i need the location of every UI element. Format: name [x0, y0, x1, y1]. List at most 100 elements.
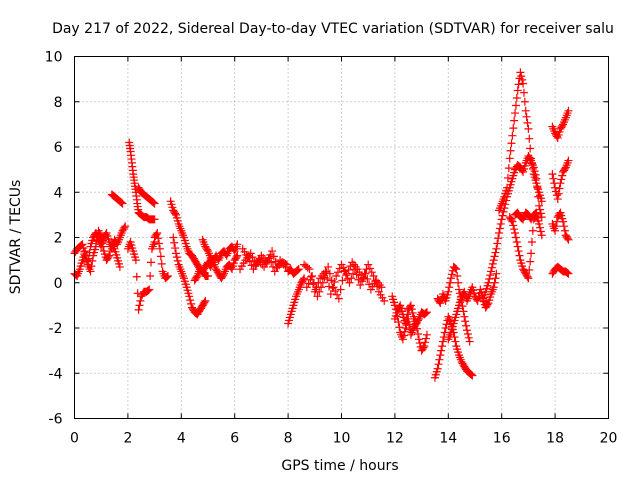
data-point — [227, 263, 236, 272]
data-point — [345, 278, 354, 287]
data-point — [354, 275, 363, 284]
data-point — [526, 155, 535, 164]
data-point — [91, 242, 100, 251]
data-point — [523, 118, 532, 127]
data-point — [436, 351, 445, 360]
data-point — [208, 256, 217, 265]
data-point — [154, 234, 163, 243]
data-point — [408, 308, 417, 317]
y-axis-label: SDTVAR / TECUs — [8, 180, 24, 295]
data-point — [135, 301, 144, 310]
data-point — [134, 305, 143, 314]
data-point — [487, 267, 496, 276]
data-point — [413, 324, 422, 333]
data-point — [518, 166, 527, 175]
data-point — [169, 233, 178, 242]
data-point — [398, 335, 407, 344]
data-point — [300, 274, 309, 283]
data-point — [438, 337, 447, 346]
data-point — [563, 268, 572, 277]
data-point — [491, 248, 500, 257]
data-point — [324, 262, 333, 271]
data-point — [510, 225, 519, 234]
data-point — [331, 287, 340, 296]
data-point — [143, 287, 152, 296]
data-point — [530, 210, 539, 219]
data-point — [350, 265, 359, 274]
data-point — [496, 219, 505, 228]
data-point — [555, 210, 564, 219]
data-point — [155, 244, 164, 253]
data-point — [525, 265, 534, 274]
data-point — [118, 199, 127, 208]
data-point — [435, 355, 444, 364]
data-point — [463, 330, 472, 339]
data-point — [435, 297, 444, 306]
x-tick-label: 4 — [177, 431, 186, 447]
data-point — [507, 139, 516, 148]
series-salu-x — [495, 68, 546, 215]
data-point — [486, 271, 495, 280]
y-tick-label: 8 — [54, 95, 63, 111]
data-point — [148, 198, 157, 207]
data-point — [485, 274, 494, 283]
data-point — [516, 68, 525, 77]
data-point — [560, 222, 568, 231]
data-point — [461, 317, 470, 326]
data-point — [270, 267, 279, 276]
data-point — [303, 263, 312, 272]
data-point — [187, 299, 196, 308]
data-point — [537, 213, 546, 222]
data-point — [422, 308, 431, 317]
data-point — [380, 296, 389, 305]
data-point — [488, 259, 497, 268]
x-tick-label: 14 — [439, 431, 457, 447]
data-point — [536, 227, 545, 236]
data-point — [88, 256, 97, 265]
data-point — [121, 222, 130, 231]
data-point — [564, 106, 573, 115]
series-salu-ac — [548, 208, 573, 244]
data-point — [147, 258, 156, 267]
data-point — [437, 346, 446, 355]
data-point — [564, 269, 573, 278]
data-point — [557, 175, 566, 184]
data-point — [465, 337, 474, 346]
data-point — [115, 262, 124, 271]
data-point — [247, 261, 256, 270]
data-point — [81, 247, 90, 256]
data-point — [414, 330, 423, 339]
data-point — [552, 191, 561, 200]
data-point — [454, 278, 463, 287]
data-point — [377, 283, 386, 292]
data-point — [369, 271, 378, 280]
data-point — [421, 338, 430, 347]
data-point — [274, 259, 283, 268]
data-point — [105, 251, 114, 260]
data-point — [315, 287, 324, 296]
data-point — [267, 258, 276, 267]
data-point — [308, 271, 317, 280]
series-salu-z — [511, 208, 541, 224]
data-point — [248, 253, 257, 262]
data-point — [269, 252, 278, 261]
data-point — [562, 268, 571, 277]
data-point — [524, 124, 533, 133]
x-tick-label: 0 — [70, 431, 79, 447]
data-point — [97, 233, 106, 242]
data-point — [361, 269, 370, 278]
data-point — [433, 364, 442, 373]
data-point — [327, 276, 336, 285]
data-point — [563, 234, 572, 243]
data-point — [524, 274, 533, 283]
data-point — [233, 251, 242, 260]
series-salu-ad — [548, 262, 573, 278]
data-point — [527, 238, 536, 247]
data-point — [294, 265, 303, 274]
data-point — [527, 154, 536, 163]
data-point — [447, 270, 456, 279]
data-point — [356, 281, 365, 290]
series-salu-s — [390, 301, 431, 328]
data-point — [145, 285, 154, 294]
